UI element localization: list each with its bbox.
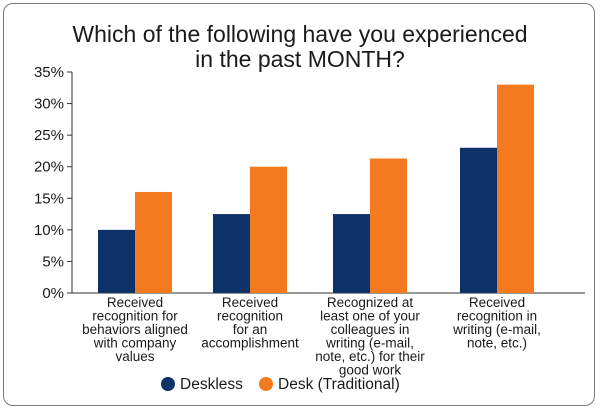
bar-desk-2 — [250, 166, 287, 293]
x-category-label: good work — [339, 363, 402, 378]
legend-marker-deskless — [161, 377, 175, 391]
legend-label-deskless: Deskless — [180, 376, 243, 393]
x-category-label: for an — [233, 322, 268, 337]
y-tick-label: 10% — [34, 222, 64, 239]
y-tick-label: 20% — [34, 159, 64, 176]
y-tick-label: 5% — [42, 253, 64, 270]
y-tick-label: 30% — [34, 96, 64, 113]
bar-desk-4 — [497, 84, 534, 293]
x-category-label: Received — [107, 295, 163, 310]
x-category-label: recognition — [217, 309, 283, 324]
x-category-label: accomplishment — [201, 336, 299, 351]
chart-title-line-1: Which of the following have you experien… — [72, 21, 527, 47]
x-category-label: values — [115, 349, 154, 364]
x-category-label: note, etc.) for their — [315, 349, 425, 364]
chart-title-line-2: in the past MONTH? — [195, 46, 405, 72]
y-tick-label: 35% — [34, 64, 64, 81]
x-category-label: recognition in — [457, 309, 537, 324]
x-category-label: behaviors aligned — [82, 322, 188, 337]
bar-deskless-3 — [333, 214, 370, 293]
x-category-label: Recognized at — [327, 295, 414, 310]
x-category-label: with company — [93, 336, 177, 351]
bar-desk-1 — [135, 191, 172, 293]
bar-deskless-2 — [213, 214, 250, 293]
x-category-label: least one of your — [320, 309, 420, 324]
bar-deskless-1 — [98, 229, 135, 293]
y-tick-label: 25% — [34, 127, 64, 144]
x-category-label: writing (e-mail, — [325, 336, 414, 351]
x-category-label: Received — [222, 295, 278, 310]
x-category-label: recognition for — [92, 309, 178, 324]
y-tick-label: 0% — [42, 285, 64, 302]
bar-desk-3 — [370, 158, 407, 293]
bar-deskless-4 — [460, 147, 497, 293]
legend-marker-desk — [259, 377, 273, 391]
x-category-label: writing (e-mail, — [452, 322, 541, 337]
x-category-label: colleagues in — [331, 322, 410, 337]
x-category-label: Received — [469, 295, 525, 310]
y-tick-label: 15% — [34, 190, 64, 207]
x-category-label: note, etc.) — [467, 336, 527, 351]
legend-label-desk: Desk (Traditional) — [278, 376, 400, 393]
